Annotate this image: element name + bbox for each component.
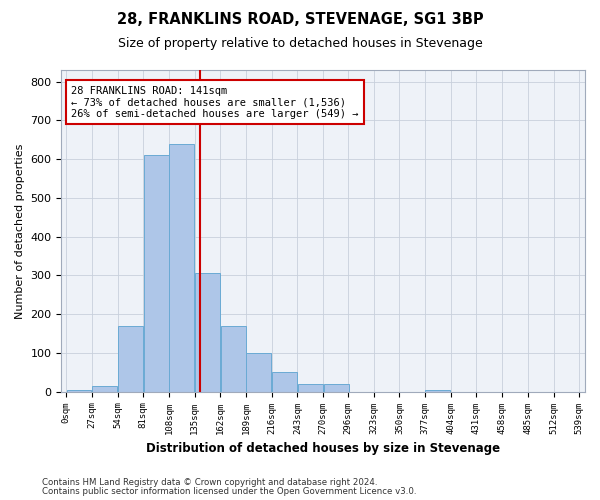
Text: Contains HM Land Registry data © Crown copyright and database right 2024.: Contains HM Land Registry data © Crown c… (42, 478, 377, 487)
X-axis label: Distribution of detached houses by size in Stevenage: Distribution of detached houses by size … (146, 442, 500, 455)
Bar (118, 326, 143, 392)
Bar (143, 156, 169, 392)
Text: Size of property relative to detached houses in Stevenage: Size of property relative to detached ho… (118, 38, 482, 51)
Text: 28 FRANKLINS ROAD: 141sqm
← 73% of detached houses are smaller (1,536)
26% of se: 28 FRANKLINS ROAD: 141sqm ← 73% of detac… (71, 86, 358, 118)
Bar (425, 390, 451, 392)
Bar (247, 353, 271, 392)
Bar (67, 390, 91, 392)
Bar (272, 372, 297, 392)
Text: Contains public sector information licensed under the Open Government Licence v3: Contains public sector information licen… (42, 487, 416, 496)
Bar (169, 144, 194, 392)
Bar (221, 326, 246, 392)
Bar (195, 274, 220, 392)
Y-axis label: Number of detached properties: Number of detached properties (15, 143, 25, 318)
Bar (323, 384, 349, 392)
Bar (92, 386, 117, 392)
Bar (298, 384, 323, 392)
Text: 28, FRANKLINS ROAD, STEVENAGE, SG1 3BP: 28, FRANKLINS ROAD, STEVENAGE, SG1 3BP (116, 12, 484, 28)
